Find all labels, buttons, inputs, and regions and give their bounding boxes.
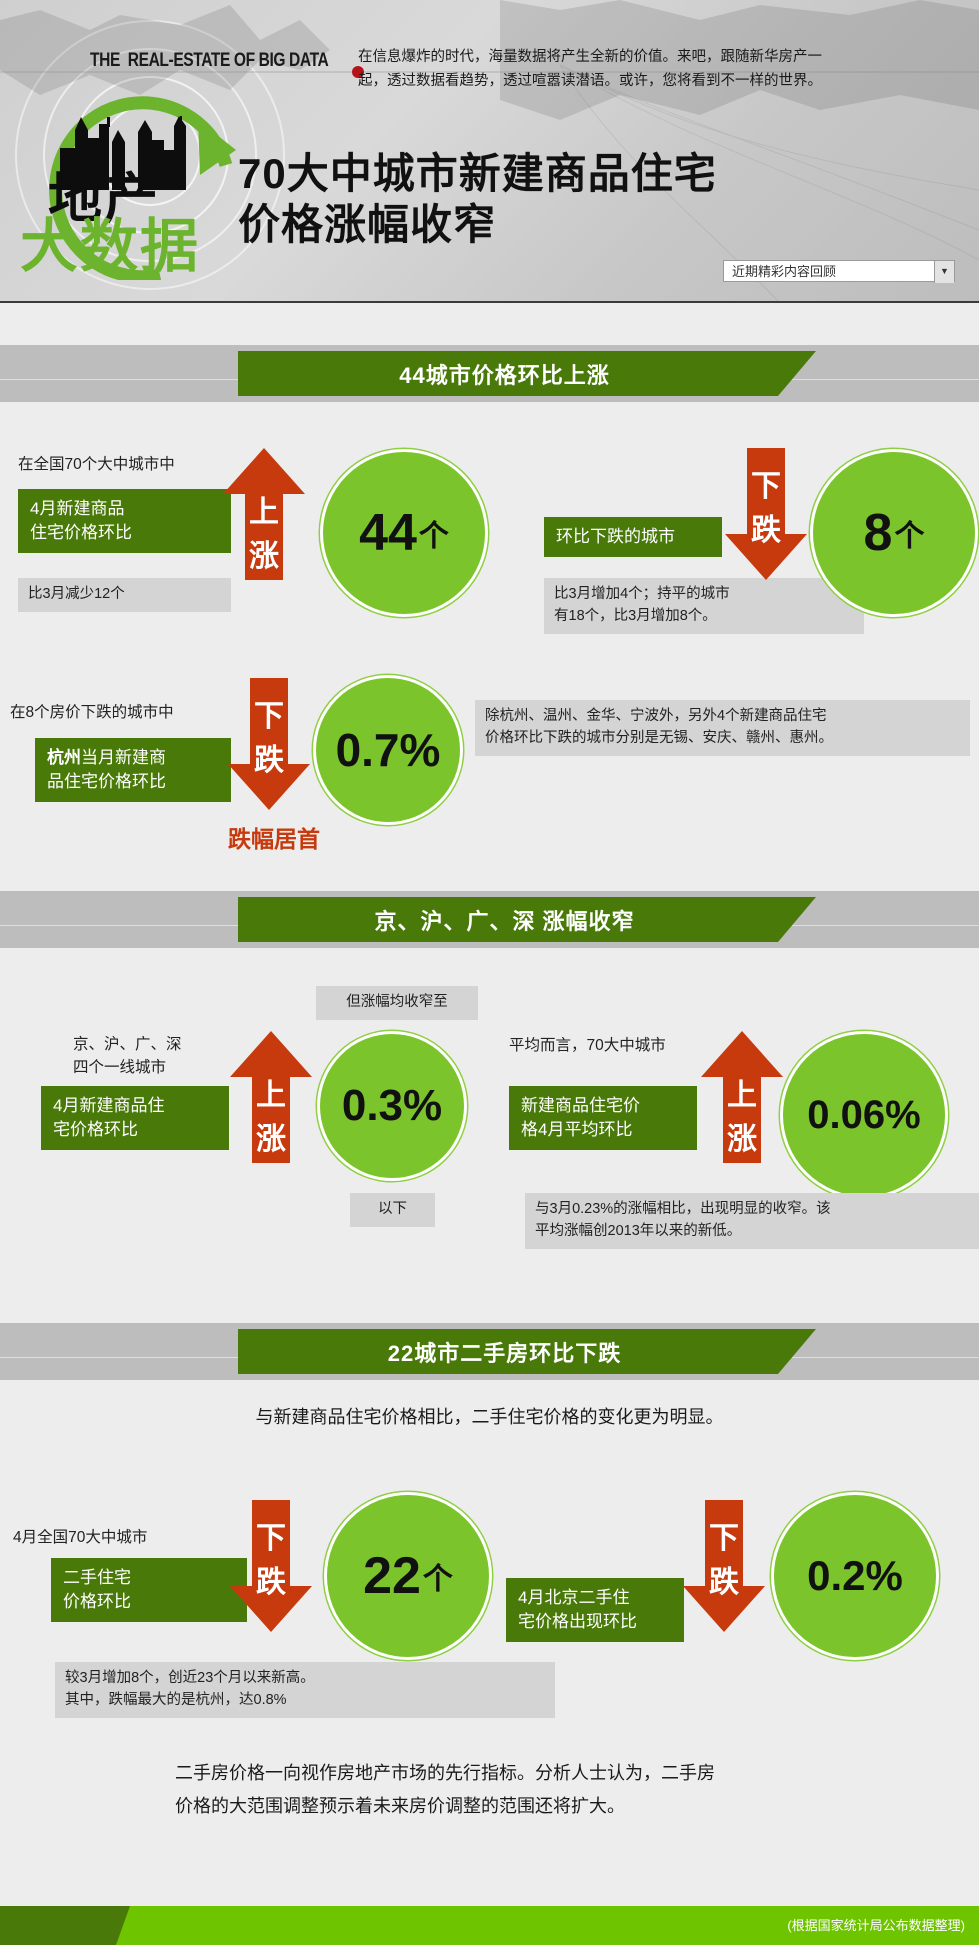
svg-text:下: 下	[254, 700, 284, 733]
svg-text:涨: 涨	[256, 1123, 286, 1156]
svg-text:上: 上	[727, 1079, 757, 1112]
svg-text:上: 上	[256, 1079, 286, 1112]
svg-text:跌: 跌	[751, 514, 781, 547]
svg-text:跌: 跌	[256, 1566, 286, 1599]
svg-text:下: 下	[256, 1522, 286, 1555]
svg-text:跌: 跌	[254, 744, 284, 777]
svg-text:涨: 涨	[727, 1123, 757, 1156]
svg-text:涨: 涨	[249, 540, 279, 573]
svg-text:下: 下	[751, 470, 781, 503]
svg-text:上: 上	[249, 496, 279, 529]
svg-text:下: 下	[709, 1522, 739, 1555]
svg-text:跌: 跌	[709, 1566, 739, 1599]
